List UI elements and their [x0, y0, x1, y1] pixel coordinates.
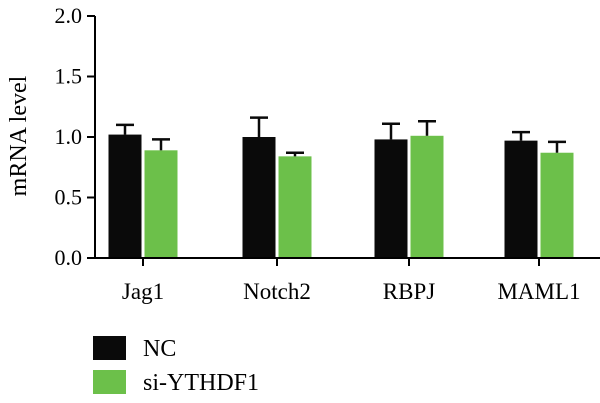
- x-category-label: RBPJ: [383, 279, 435, 304]
- y-tick-label: 1.0: [55, 124, 83, 149]
- y-ticks-group: 0.0 0.5 1.0 1.5 2.0: [55, 3, 95, 270]
- error-bars-group: [116, 116, 566, 157]
- bar-notch2-nc: [242, 137, 276, 258]
- bar-rbpj-nc: [374, 139, 408, 258]
- y-tick-label: 1.5: [55, 64, 83, 89]
- legend-label-si-ythdf1: si-YTHDF1: [143, 370, 259, 396]
- legend-label-nc: NC: [143, 336, 176, 362]
- bars-group: [108, 134, 574, 258]
- y-axis-title: mRNA level: [6, 75, 32, 196]
- y-tick-label: 2.0: [55, 3, 83, 28]
- x-category-label: Notch2: [243, 279, 311, 304]
- legend-swatch-nc: [93, 336, 126, 360]
- bar-jag1-nc: [108, 134, 142, 258]
- x-category-label: MAML1: [497, 279, 580, 304]
- bar-rbpj-si-ythdf1: [410, 135, 444, 258]
- y-tick-label: 0.5: [55, 185, 83, 210]
- x-category-label: Jag1: [122, 279, 164, 304]
- legend-swatch-si-ythdf1: [93, 370, 126, 394]
- y-tick-label: 0.0: [55, 245, 83, 270]
- x-labels-group: Jag1 Notch2 RBPJ MAML1: [122, 258, 581, 304]
- bar-notch2-si-ythdf1: [278, 156, 312, 258]
- bar-jag1-si-ythdf1: [144, 150, 178, 258]
- legend: NC si-YTHDF1: [93, 336, 259, 396]
- bar-maml1-nc: [504, 140, 538, 258]
- bar-maml1-si-ythdf1: [540, 152, 574, 258]
